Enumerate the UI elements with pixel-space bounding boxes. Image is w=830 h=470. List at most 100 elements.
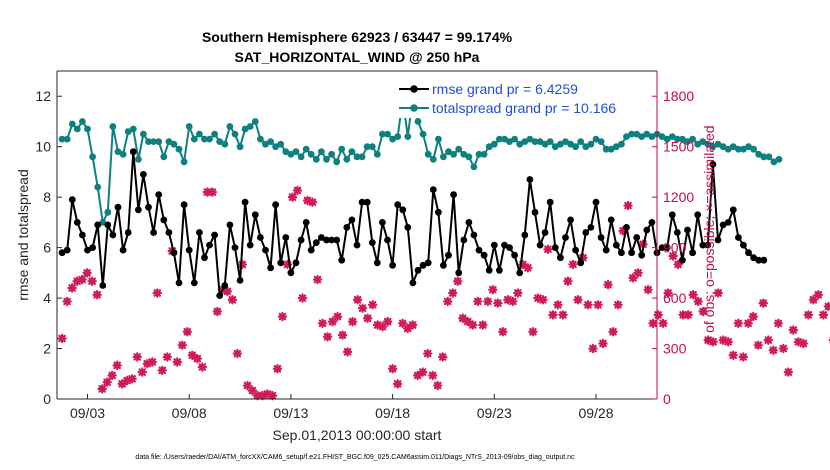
rmse-point [755, 256, 763, 264]
obs-count-marker [92, 290, 102, 300]
totalspread-point [541, 140, 549, 148]
obs-count-marker [713, 288, 723, 298]
obs-count-marker [187, 350, 198, 360]
rmse-point [729, 206, 737, 214]
obs-count-marker [423, 348, 433, 359]
totalspread-point [129, 125, 137, 133]
obs-count-marker [342, 347, 353, 357]
totalspread-point [384, 130, 391, 138]
rmse-point [531, 208, 539, 216]
obs-count-marker [172, 357, 182, 367]
rmse-point [414, 266, 422, 274]
obs-count-marker [758, 298, 768, 308]
y-axis-left-label: rmse and totalspread [15, 169, 31, 301]
rmse-point [475, 246, 483, 254]
totalspread-point [145, 138, 152, 146]
axes-layer: 0 2 4 6 8 10 12 0 300 600 900 1200 1500 1800 09/03 09/0… [35, 88, 694, 421]
obs-count-marker [147, 357, 157, 367]
rmse-point [480, 251, 488, 259]
obs-count-marker [563, 276, 573, 286]
totalspread-point [73, 125, 81, 133]
totalspread-point [287, 150, 295, 158]
rmse-point [368, 239, 376, 247]
totalspread-point [745, 143, 752, 151]
obs-count-marker [623, 200, 633, 211]
rmse-point [109, 231, 117, 239]
totalspread-point [475, 150, 483, 158]
obs-count-marker [663, 288, 673, 298]
rmse-point [353, 241, 361, 249]
x-tick-label: 09/18 [375, 405, 410, 421]
totalspread-point [79, 118, 86, 125]
totalspread-point [328, 150, 335, 158]
obs-count-marker [337, 330, 348, 340]
totalspread-point [196, 130, 203, 138]
rmse-point [719, 221, 727, 229]
obs-count-marker [433, 380, 443, 391]
rmse-point [638, 251, 646, 259]
legend-marker-totalspread [410, 104, 418, 112]
rmse-point [358, 198, 366, 206]
totalspread-point [424, 150, 432, 158]
obs-count-marker [412, 370, 423, 381]
rmse-point [435, 208, 442, 216]
obs-count-marker [658, 318, 668, 329]
obs-count-marker [778, 343, 789, 354]
totalspread-point [104, 208, 112, 216]
obs-count-marker [372, 320, 383, 330]
y-right-tick-label: 1200 [663, 189, 694, 205]
obs-count-marker [533, 293, 543, 303]
totalspread-point [262, 140, 269, 148]
totalspread-point [170, 140, 178, 148]
totalspread-point [602, 145, 610, 153]
obs-count-marker [127, 374, 137, 384]
y-right-tick-label: 1500 [663, 139, 694, 155]
obs-count-marker [783, 367, 794, 377]
totalspread-point [704, 140, 712, 148]
obs-count-marker [538, 295, 548, 305]
obs-count-marker [693, 296, 703, 307]
totalspread-point [516, 140, 524, 148]
totalspread-point [124, 128, 132, 136]
obs-count-marker [397, 318, 408, 329]
totalspread-point [562, 138, 569, 146]
totalspread-point [506, 138, 513, 146]
totalspread-point [765, 153, 773, 161]
obs-count-marker [603, 279, 613, 290]
totalspread-point [699, 138, 707, 146]
totalspread-point [221, 140, 229, 148]
y-right-tick-label: 600 [663, 290, 687, 306]
totalspread-point [358, 153, 366, 161]
rmse-point [282, 234, 290, 241]
totalspread-point [353, 153, 361, 161]
obs-count-marker [503, 295, 513, 305]
rmse-point [94, 221, 102, 229]
rmse-point [180, 201, 188, 209]
rmse-point [424, 259, 432, 267]
obs-count-marker [458, 313, 468, 323]
rmse-point [99, 282, 107, 289]
rmse-point [612, 241, 620, 249]
obs-count-marker [493, 298, 503, 308]
rmse-point [623, 224, 630, 231]
rmse-point [114, 203, 122, 211]
y-left-tick-label: 0 [43, 391, 51, 407]
totalspread-point [460, 150, 468, 158]
obs-count-marker [287, 192, 298, 202]
rmse-point [165, 229, 173, 236]
series-layer [57, 92, 830, 401]
rmse-point [618, 249, 625, 257]
obs-count-marker [703, 335, 713, 345]
rmse-point [445, 251, 452, 259]
totalspread-point [185, 123, 193, 130]
obs-count-marker [407, 320, 418, 330]
totalspread-point [485, 143, 493, 151]
obs-count-marker [648, 318, 658, 329]
rmse-point [689, 249, 696, 257]
totalspread-point [414, 118, 422, 125]
totalspread-point [760, 153, 768, 161]
obs-count-marker [402, 323, 413, 334]
obs-count-marker [352, 295, 363, 305]
rmse-point [750, 254, 757, 262]
rmse-point [297, 236, 305, 244]
